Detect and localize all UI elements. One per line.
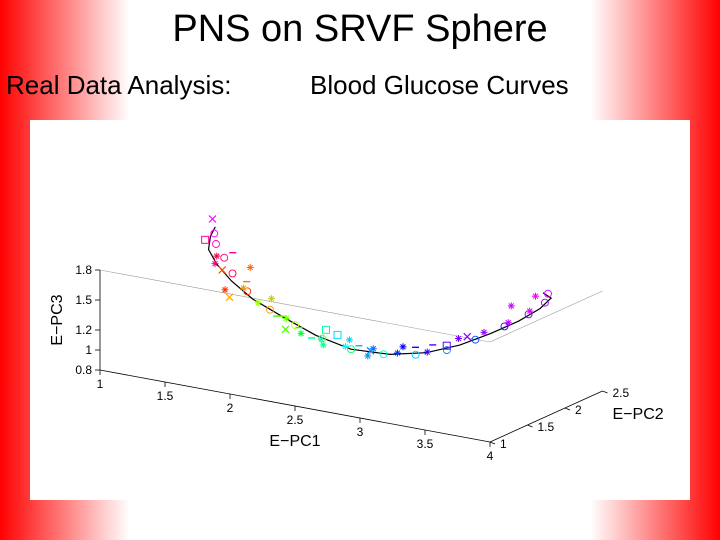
svg-text:3: 3 [357,425,364,439]
svg-text:1.5: 1.5 [538,420,555,434]
svg-text:1.8: 1.8 [75,263,92,277]
svg-text:E−PC2: E−PC2 [613,406,664,423]
chart-svg: 0.8 1 1.2 1.5 1.8 E−PC3 1 1.5 2 2.5 3 3.5 4 E−PC1 1 1.5… [30,120,690,500]
svg-text:2: 2 [227,401,234,415]
svg-text:1: 1 [97,377,104,391]
svg-text:1: 1 [85,343,92,357]
svg-text:3.5: 3.5 [417,437,434,451]
svg-text:E−PC3: E−PC3 [49,294,66,345]
slide: PNS on SRVF Sphere Real Data Analysis: B… [0,0,720,540]
svg-text:2.5: 2.5 [613,386,630,400]
svg-text:1.5: 1.5 [157,389,174,403]
svg-text:4: 4 [487,449,494,463]
svg-text:2: 2 [575,403,582,417]
svg-text:0.8: 0.8 [75,363,92,377]
svg-text:1: 1 [500,437,507,451]
subtitle-right: Blood Glucose Curves [310,70,569,101]
slide-title: PNS on SRVF Sphere [0,8,720,51]
svg-text:E−PC1: E−PC1 [269,433,320,450]
svg-text:1.5: 1.5 [75,293,92,307]
svg-text:2.5: 2.5 [287,413,304,427]
chart-3d: 0.8 1 1.2 1.5 1.8 E−PC3 1 1.5 2 2.5 3 3.5 4 E−PC1 1 1.5… [30,120,690,500]
svg-text:1.2: 1.2 [75,323,92,337]
subtitle-left: Real Data Analysis: [6,70,231,101]
